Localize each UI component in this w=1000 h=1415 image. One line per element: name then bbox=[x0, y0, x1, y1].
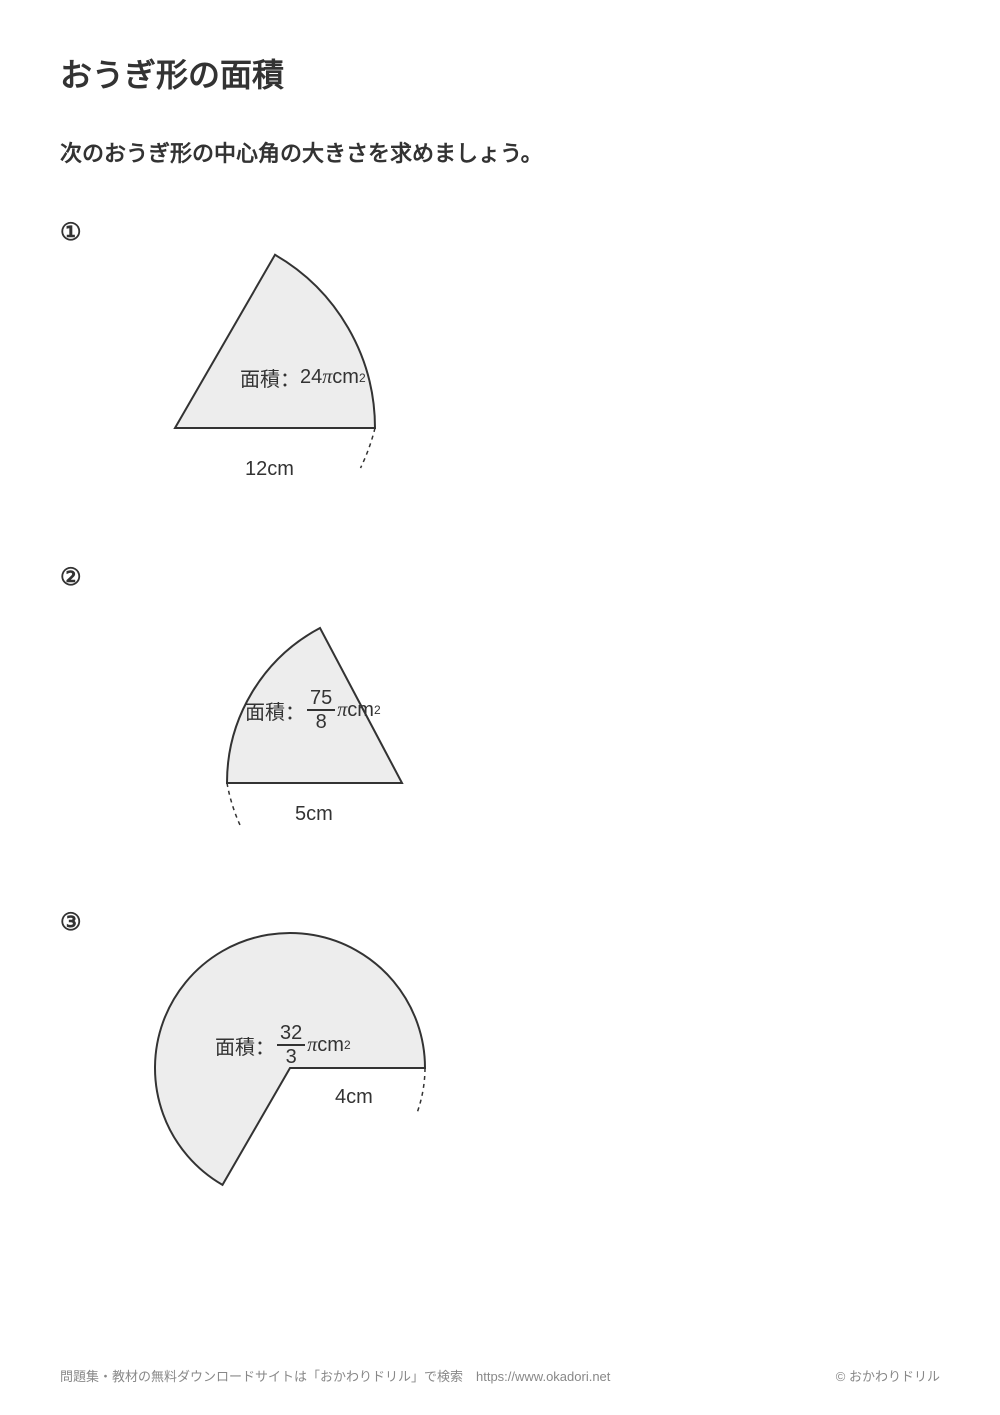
diagram-2: 面積： 758 πcm2 5cm bbox=[140, 603, 440, 838]
page-subtitle: 次のおうぎ形の中心角の大きさを求めましょう。 bbox=[60, 136, 940, 168]
footer-left: 問題集・教材の無料ダウンロードサイトは「おかわりドリル」で検索 https://… bbox=[60, 1366, 610, 1385]
diagram-1: 面積：24πcm2 12cm bbox=[150, 218, 420, 493]
sector-icon bbox=[150, 218, 420, 488]
problem-number: ① bbox=[60, 218, 110, 247]
radius-label: 5cm bbox=[295, 803, 333, 826]
problem-number: ③ bbox=[60, 908, 110, 937]
problem-2: ② bbox=[60, 563, 940, 838]
page-title: おうぎ形の面積 bbox=[60, 50, 940, 96]
problem-1: ① 面積：24πcm2 12cm bbox=[60, 218, 940, 493]
area-label: 面積： 323 πcm2 bbox=[215, 1023, 351, 1067]
problem-3: ③ 面積： 323 πcm2 4cm bbox=[60, 908, 940, 1233]
diagram-3: 面積： 323 πcm2 4cm bbox=[140, 928, 440, 1233]
area-label: 面積： 758 πcm2 bbox=[245, 688, 381, 732]
radius-label: 4cm bbox=[335, 1086, 373, 1109]
radius-label: 12cm bbox=[245, 458, 294, 481]
footer-right: © おかわりドリル bbox=[836, 1366, 940, 1385]
problem-number: ② bbox=[60, 563, 110, 592]
area-label: 面積：24πcm2 bbox=[240, 363, 366, 392]
sector-3-icon bbox=[140, 928, 440, 1228]
footer: 問題集・教材の無料ダウンロードサイトは「おかわりドリル」で検索 https://… bbox=[60, 1366, 940, 1385]
